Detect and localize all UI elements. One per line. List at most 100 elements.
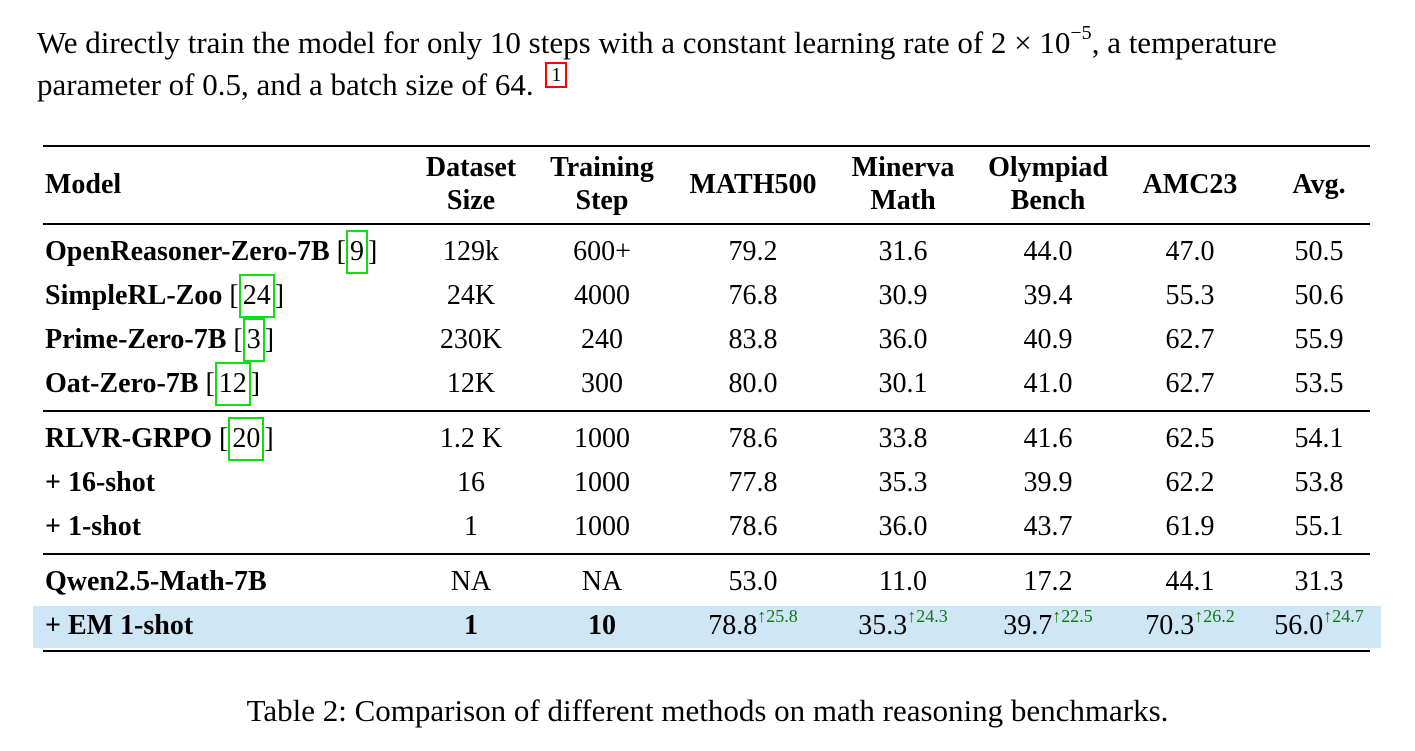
model-name-text: Oat-Zero-7B — [45, 368, 199, 399]
model-name-text: + 1-shot — [45, 511, 142, 542]
cell-math500: 53.0 — [728, 566, 778, 597]
paragraph-exponent: −5 — [1070, 22, 1092, 44]
row-model-name: + 16-shot — [45, 467, 155, 499]
citation: [12] — [198, 362, 260, 406]
table-top-rule — [43, 145, 1370, 147]
footnote-link[interactable]: 1 — [545, 62, 568, 88]
cell-math500: 83.8 — [728, 324, 778, 355]
cell-avg: 53.5 — [1294, 368, 1344, 399]
cell-olympiad: 43.7 — [1023, 511, 1073, 542]
header-avg: Avg. — [1292, 169, 1346, 200]
cell-olympiad: 40.9 — [1023, 324, 1073, 355]
cell-dataset: NA — [450, 566, 492, 597]
cell-steps: 1000 — [574, 423, 630, 454]
paragraph-text-after: , a temperature parameter of 0.5, and a … — [37, 25, 1277, 102]
citation-link[interactable]: 24 — [238, 274, 275, 318]
body-paragraph: We directly train the model for only 10 … — [37, 22, 1387, 103]
row-model-name: Prime-Zero-7B [3] — [45, 318, 274, 362]
model-name-text: Qwen2.5-Math-7B — [45, 566, 267, 597]
cell-avg: 31.3 — [1294, 566, 1344, 597]
cell-math500: 77.8 — [728, 467, 778, 498]
citation: [24] — [222, 274, 284, 318]
cell-minerva: 36.0 — [878, 324, 928, 355]
cell-minerva: 30.9 — [878, 280, 928, 311]
header-model: Model — [45, 169, 122, 200]
row-model-name: Qwen2.5-Math-7B — [45, 566, 267, 598]
cell-dataset: 1.2 K — [439, 423, 503, 454]
em-gain-olympiad: ↑22.5 — [1052, 606, 1093, 626]
citation-link[interactable]: 3 — [242, 318, 265, 362]
citation-link[interactable]: 12 — [214, 362, 251, 406]
em-row-dataset: 1 — [464, 610, 478, 641]
em-row-avg: 56.0↑24.7 — [1274, 606, 1364, 641]
cell-steps: 1000 — [574, 467, 630, 498]
cell-steps: 240 — [581, 324, 623, 355]
table-group-rule-1 — [43, 410, 1370, 412]
cell-steps: 300 — [581, 368, 623, 399]
cell-amc23: 47.0 — [1165, 236, 1215, 267]
header-math500: MATH500 — [689, 169, 817, 200]
cell-avg: 50.5 — [1294, 236, 1344, 267]
row-model-name: SimpleRL-Zoo [24] — [45, 274, 284, 318]
cell-math500: 80.0 — [728, 368, 778, 399]
cell-minerva: 33.8 — [878, 423, 928, 454]
em-gain-amc23: ↑26.2 — [1194, 606, 1235, 626]
citation-link[interactable]: 9 — [345, 230, 368, 274]
cell-olympiad: 41.6 — [1023, 423, 1073, 454]
cell-dataset: 24K — [446, 280, 496, 311]
cell-amc23: 62.7 — [1165, 368, 1215, 399]
em-row-amc23: 70.3↑26.2 — [1145, 606, 1235, 641]
table-header-rule — [43, 223, 1370, 225]
cell-steps: 600+ — [573, 236, 631, 267]
model-name-text: RLVR-GRPO — [45, 423, 212, 454]
row-model-name: RLVR-GRPO [20] — [45, 417, 274, 461]
paragraph-text-before: We directly train the model for only 10 … — [37, 25, 1071, 60]
cell-amc23: 62.5 — [1165, 423, 1215, 454]
cell-olympiad: 39.9 — [1023, 467, 1073, 498]
em-row-math500: 78.8↑25.8 — [708, 606, 798, 641]
cell-avg: 53.8 — [1294, 467, 1344, 498]
cell-minerva: 36.0 — [878, 511, 928, 542]
table-bottom-rule — [43, 650, 1370, 652]
model-name-text: Prime-Zero-7B — [45, 324, 227, 355]
cell-steps: NA — [581, 566, 623, 597]
citation: [3] — [226, 318, 274, 362]
cell-amc23: 61.9 — [1165, 511, 1215, 542]
cell-dataset: 1 — [464, 511, 478, 542]
cell-amc23: 44.1 — [1165, 566, 1215, 597]
row-model-name: Oat-Zero-7B [12] — [45, 362, 260, 406]
row-model-name: OpenReasoner-Zero-7B [9] — [45, 230, 377, 274]
citation-link[interactable]: 20 — [228, 417, 265, 461]
header-minerva-math: Minerva Math — [851, 152, 955, 216]
table-caption: Table 2: Comparison of different methods… — [246, 693, 1169, 728]
cell-minerva: 30.1 — [878, 368, 928, 399]
model-name-text: SimpleRL-Zoo — [45, 280, 223, 311]
em-row-minerva: 35.3↑24.3 — [858, 606, 948, 641]
table-group-rule-2 — [43, 553, 1370, 555]
em-gain-avg: ↑24.7 — [1323, 606, 1364, 626]
cell-avg: 55.1 — [1294, 511, 1344, 542]
cell-minerva: 11.0 — [879, 566, 927, 597]
cell-math500: 78.6 — [728, 511, 778, 542]
model-name-text: OpenReasoner-Zero-7B — [45, 236, 330, 267]
em-gain-math500: ↑25.8 — [757, 606, 798, 626]
em-row-steps: 10 — [588, 610, 616, 641]
em-row-model: + EM 1-shot — [45, 610, 194, 641]
cell-minerva: 35.3 — [878, 467, 928, 498]
cell-olympiad: 41.0 — [1023, 368, 1073, 399]
cell-steps: 4000 — [574, 280, 630, 311]
cell-olympiad: 44.0 — [1023, 236, 1073, 267]
em-gain-minerva: ↑24.3 — [907, 606, 948, 626]
citation: [20] — [212, 417, 274, 461]
cell-amc23: 62.2 — [1165, 467, 1215, 498]
cell-avg: 50.6 — [1294, 280, 1344, 311]
header-dataset-size: Dataset Size — [425, 152, 517, 216]
cell-dataset: 129k — [443, 236, 499, 267]
model-name-text: + 16-shot — [45, 467, 156, 498]
cell-olympiad: 17.2 — [1023, 566, 1073, 597]
header-training-step: Training Step — [550, 152, 654, 216]
cell-steps: 1000 — [574, 511, 630, 542]
cell-minerva: 31.6 — [878, 236, 928, 267]
cell-amc23: 62.7 — [1165, 324, 1215, 355]
em-row-olympiad: 39.7↑22.5 — [1003, 606, 1093, 641]
